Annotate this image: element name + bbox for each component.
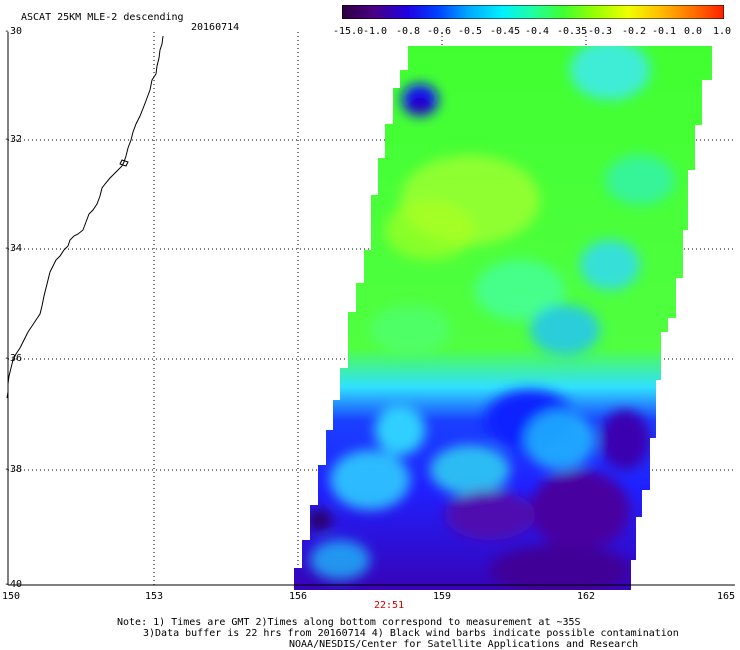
colorbar-label-8: -0.3 xyxy=(588,26,613,37)
lon-label-150: 150 xyxy=(2,591,21,602)
coastline-inlet xyxy=(119,159,129,167)
lat-label-38: -38 xyxy=(4,464,23,475)
note-line-2: 3)Data buffer is 22 hrs from 20160714 4)… xyxy=(143,628,679,639)
lon-label-162: 162 xyxy=(577,591,596,602)
colorbar-label-3: -0.6 xyxy=(427,26,452,37)
ascat-swath xyxy=(294,46,712,590)
map-date: 20160714 xyxy=(191,22,240,33)
colorbar-label-12: 1.0 xyxy=(713,26,732,37)
lat-label-30: -30 xyxy=(4,26,23,37)
colorbar xyxy=(342,5,724,19)
colorbar-label-9: -0.2 xyxy=(622,26,647,37)
axes-frame xyxy=(7,32,735,586)
colorbar-label-6: -0.4 xyxy=(525,26,550,37)
colorbar-label-0: -15.0 xyxy=(333,26,364,37)
coastline xyxy=(6,35,164,399)
colorbar-label-10: -0.1 xyxy=(652,26,677,37)
colorbar-label-2: -0.8 xyxy=(396,26,421,37)
note-line-1: Note: 1) Times are GMT 2)Times along bot… xyxy=(117,617,581,628)
colorbar-label-11: 0.0 xyxy=(684,26,703,37)
pass-time-label: 22:51 xyxy=(374,600,405,611)
lon-label-156: 156 xyxy=(289,591,308,602)
lat-label-36: -36 xyxy=(4,353,23,364)
lon-label-165: 165 xyxy=(717,591,736,602)
note-line-3: NOAA/NESDIS/Center for Satellite Applica… xyxy=(289,639,639,650)
colorbar-label-7: -0.35 xyxy=(557,26,588,37)
colorbar-label-4: -0.5 xyxy=(458,26,483,37)
lon-label-153: 153 xyxy=(145,591,164,602)
lat-label-40: -40 xyxy=(4,579,23,590)
lat-label-32: -32 xyxy=(4,134,23,145)
lon-label-159: 159 xyxy=(433,591,452,602)
colorbar-label-5: -0.45 xyxy=(490,26,521,37)
lat-label-34: -34 xyxy=(4,243,23,254)
colorbar-label-1: -1.0 xyxy=(363,26,388,37)
map-title: ASCAT 25KM MLE-2 descending xyxy=(21,12,184,23)
